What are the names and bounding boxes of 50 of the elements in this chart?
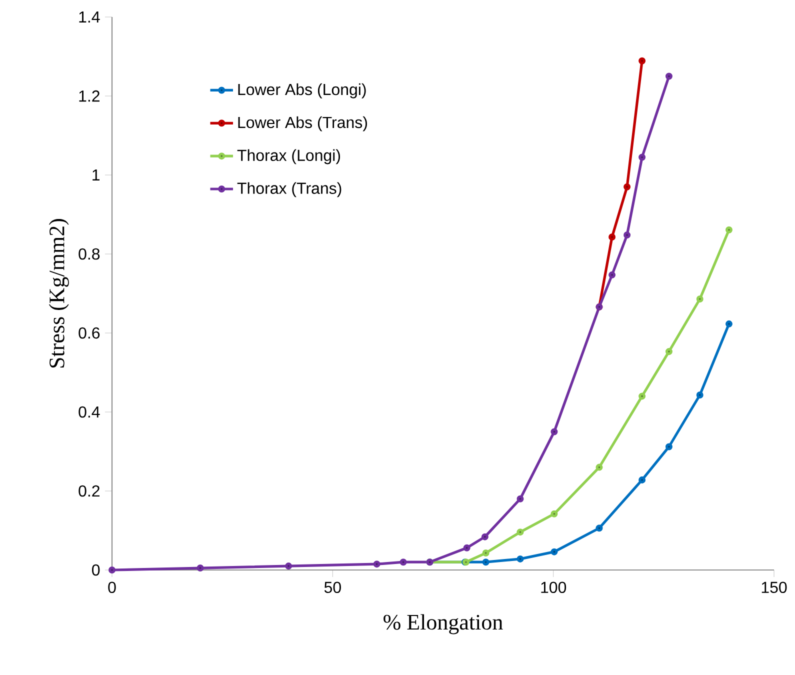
point xyxy=(725,320,732,328)
point xyxy=(481,533,488,540)
point xyxy=(516,528,524,536)
point xyxy=(696,296,704,303)
x-tick-label: 50 xyxy=(324,582,341,594)
point xyxy=(516,555,524,562)
point xyxy=(638,392,646,400)
y-tick-label: 0.6 xyxy=(78,327,100,339)
y-tick-label: 0.2 xyxy=(78,485,100,497)
point xyxy=(285,562,292,570)
point xyxy=(482,550,490,557)
point xyxy=(550,428,558,436)
legend-label: Lower Abs (Longi) xyxy=(238,83,366,98)
point xyxy=(550,548,558,556)
point xyxy=(665,72,672,80)
point xyxy=(624,183,631,190)
legend-label: Thorax (Longi) xyxy=(237,149,340,164)
y-axis-title: Stress (Kg/mm2) xyxy=(48,219,69,368)
y-tick-label: 0.8 xyxy=(78,248,100,260)
point xyxy=(516,495,524,502)
y-tick-label: 0.4 xyxy=(78,406,100,418)
x-tick-label: 150 xyxy=(762,582,787,594)
point xyxy=(638,57,646,64)
x-tick-label: 100 xyxy=(541,582,566,594)
point xyxy=(624,232,631,239)
point xyxy=(665,348,672,356)
point xyxy=(550,510,558,518)
point xyxy=(373,560,380,568)
x-tick-label: 0 xyxy=(108,582,116,594)
point xyxy=(596,464,603,471)
point xyxy=(596,524,603,532)
point xyxy=(463,544,470,552)
point xyxy=(665,443,672,450)
point xyxy=(725,226,732,234)
point xyxy=(608,234,616,241)
point xyxy=(482,558,490,566)
point xyxy=(196,564,204,572)
y-tick-label: 1.4 xyxy=(79,12,100,22)
legend-label: Lower Abs (Trans) xyxy=(238,116,367,132)
point xyxy=(108,566,116,574)
x-axis-title: % Elongation xyxy=(384,614,503,634)
y-tick-label: 1.2 xyxy=(79,90,100,102)
point xyxy=(608,271,616,278)
point xyxy=(696,392,704,399)
point xyxy=(638,476,646,484)
y-tick-label: 0 xyxy=(92,564,100,576)
legend-label: Thorax (Trans) xyxy=(237,182,342,198)
y-tick-label: 1 xyxy=(92,170,100,180)
point xyxy=(400,558,407,566)
point xyxy=(638,154,646,161)
